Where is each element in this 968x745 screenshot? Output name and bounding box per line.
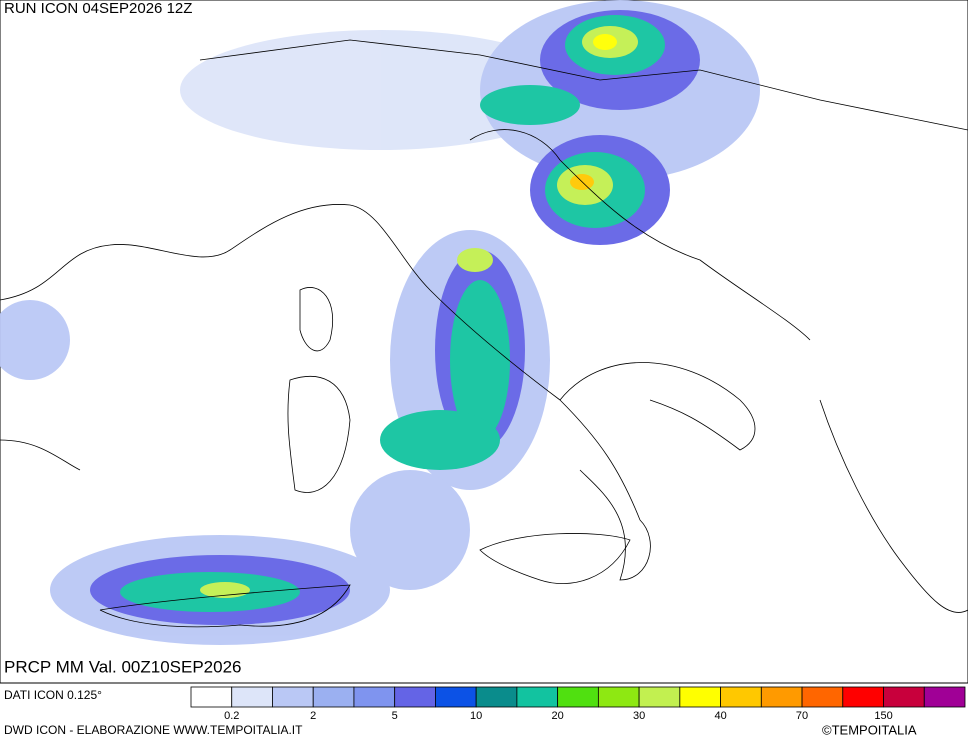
legend-swatch (231, 686, 273, 708)
legend-swatch (597, 686, 640, 708)
color-legend: 0.2 2 5 10 20 30 40 70 150 (190, 686, 966, 722)
legend-label: 30 (633, 710, 645, 722)
legend-label: 20 (552, 710, 564, 722)
field-label: PRCP MM Val. 00Z10SEP2026 (4, 657, 242, 676)
legend-swatch (557, 686, 599, 708)
legend-swatch (516, 686, 559, 708)
legend-swatch (353, 686, 396, 708)
legend-swatch (801, 686, 844, 708)
legend-swatch (312, 686, 355, 708)
legend-label: 5 (392, 710, 398, 722)
legend-label: 40 (714, 710, 726, 722)
legend-swatch (720, 686, 762, 708)
copyright: ©TEMPOITALIA (822, 722, 917, 737)
run-label: RUN ICON 04SEP2026 12Z (4, 0, 192, 17)
coastlines (0, 39, 968, 628)
precipitation (0, 0, 760, 645)
legend-label: 0.2 (224, 710, 239, 722)
legend-swatch (760, 686, 803, 708)
legend-swatch (435, 686, 477, 708)
source-label: DATI ICON 0.125° (4, 688, 102, 702)
legend-swatch (923, 686, 966, 708)
legend-label: 2 (310, 710, 316, 722)
credit: DWD ICON - ELABORAZIONE WWW.TEMPOITALIA.… (4, 723, 303, 737)
legend-swatch (638, 686, 681, 708)
legend-swatch (190, 686, 233, 708)
legend-swatch (475, 686, 518, 708)
legend-swatch (394, 686, 436, 708)
legend-swatch (842, 686, 884, 708)
legend-label: 70 (796, 710, 808, 722)
legend-label: 10 (470, 710, 482, 722)
legend-swatch (272, 686, 314, 708)
legend-swatch (679, 686, 721, 708)
legend-swatch (883, 686, 925, 708)
legend-label: 150 (874, 710, 892, 722)
